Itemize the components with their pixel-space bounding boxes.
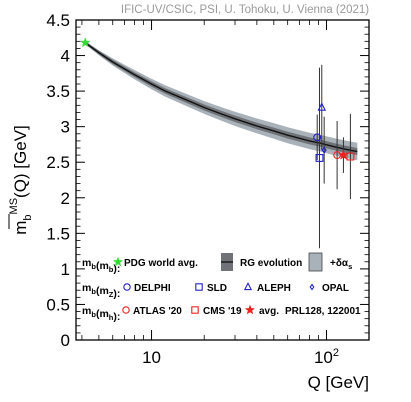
marker-opal xyxy=(321,146,327,154)
legend-label-s: +δαs xyxy=(330,258,352,271)
rg-band-layer xyxy=(85,41,358,161)
point-delphi xyxy=(313,114,322,161)
legend: mb(mb): PDG world avg. RG evolution +δαs mb(… xyxy=(82,252,361,323)
marker-aleph xyxy=(317,102,327,111)
legend-marker-sld xyxy=(195,283,203,291)
y-tick-label: 4.5 xyxy=(46,11,70,30)
legend-marker-opal xyxy=(309,283,315,291)
rg-band-outer xyxy=(85,41,358,161)
marker-cms-19 xyxy=(346,152,355,161)
legend-row1-head: mb(mb): xyxy=(82,257,120,275)
x-tick-label: 10 xyxy=(142,348,161,367)
svg-text:mbMS(Q) [GeV]: mbMS(Q) [GeV] xyxy=(8,125,34,235)
legend-label-rg-evolution: RG evolution xyxy=(240,258,302,269)
marker-sld xyxy=(315,154,324,162)
legend-label-pdg-world-avg: PDG world avg. xyxy=(124,258,198,269)
y-tick-label: 2.5 xyxy=(46,153,70,172)
legend-label-avg: avg. xyxy=(259,306,279,317)
legend-label-aleph: ALEPH xyxy=(257,283,291,294)
axis-ticks-layer: 0 0.5 1 1.5 2 2.5 3 3.5 4 4.5 10 102 xyxy=(46,11,369,367)
y-tick-label: 4 xyxy=(61,47,70,66)
legend-marker-aleph xyxy=(243,281,253,291)
y-tick-label: 1 xyxy=(61,260,70,279)
legend-label-opal: OPAL xyxy=(322,283,349,294)
x-axis-title: Q [GeV] xyxy=(308,373,369,392)
legend-dalpha-swatch xyxy=(308,252,323,272)
marker-pdg-world-avg xyxy=(79,37,91,48)
legend-row2-head: mb(mZ): xyxy=(82,282,120,300)
y-tick-label: 0 xyxy=(61,331,70,350)
legend-marker-cms-19 xyxy=(191,306,199,314)
legend-marker-avg xyxy=(244,304,256,315)
legend-marker-atlas-20 xyxy=(122,306,130,314)
legend-label-atlas-20: ATLAS '20 xyxy=(133,306,182,317)
y-axis-title: mbMS(Q) [GeV] xyxy=(8,125,34,235)
credit-line: IFIC-UV/CSIC, PSI, U. Tohoku, U. Vienna … xyxy=(121,4,369,16)
y-tick-label: 0.5 xyxy=(46,295,70,314)
legend-label-delphi: DELPHI xyxy=(134,283,171,294)
legend-marker-pdg-world-avg xyxy=(112,256,124,267)
legend-marker-delphi xyxy=(123,283,131,291)
point-sld xyxy=(315,67,324,249)
point-opal xyxy=(321,116,327,184)
point-cms-19 xyxy=(346,113,355,200)
rg-band-inner xyxy=(85,41,358,156)
y-tick-label: 3 xyxy=(61,118,70,137)
plot-frame xyxy=(75,19,370,341)
legend-label-sld: SLD xyxy=(207,283,227,294)
y-tick-label: 3.5 xyxy=(46,82,70,101)
point-pdg-world-avg xyxy=(79,37,91,48)
point-aleph xyxy=(317,64,327,151)
x-tick-label: 102 xyxy=(314,347,339,367)
legend-label-cms-19: CMS '19 xyxy=(203,306,242,317)
data-points-layer xyxy=(79,37,355,249)
legend-label-prl128-122001: PRL128, 122001 xyxy=(285,306,361,317)
y-tick-label: 2 xyxy=(61,189,70,208)
legend-row3-head: mb(mh): xyxy=(82,305,120,323)
marker-delphi xyxy=(313,133,322,142)
y-tick-label: 1.5 xyxy=(46,224,70,243)
